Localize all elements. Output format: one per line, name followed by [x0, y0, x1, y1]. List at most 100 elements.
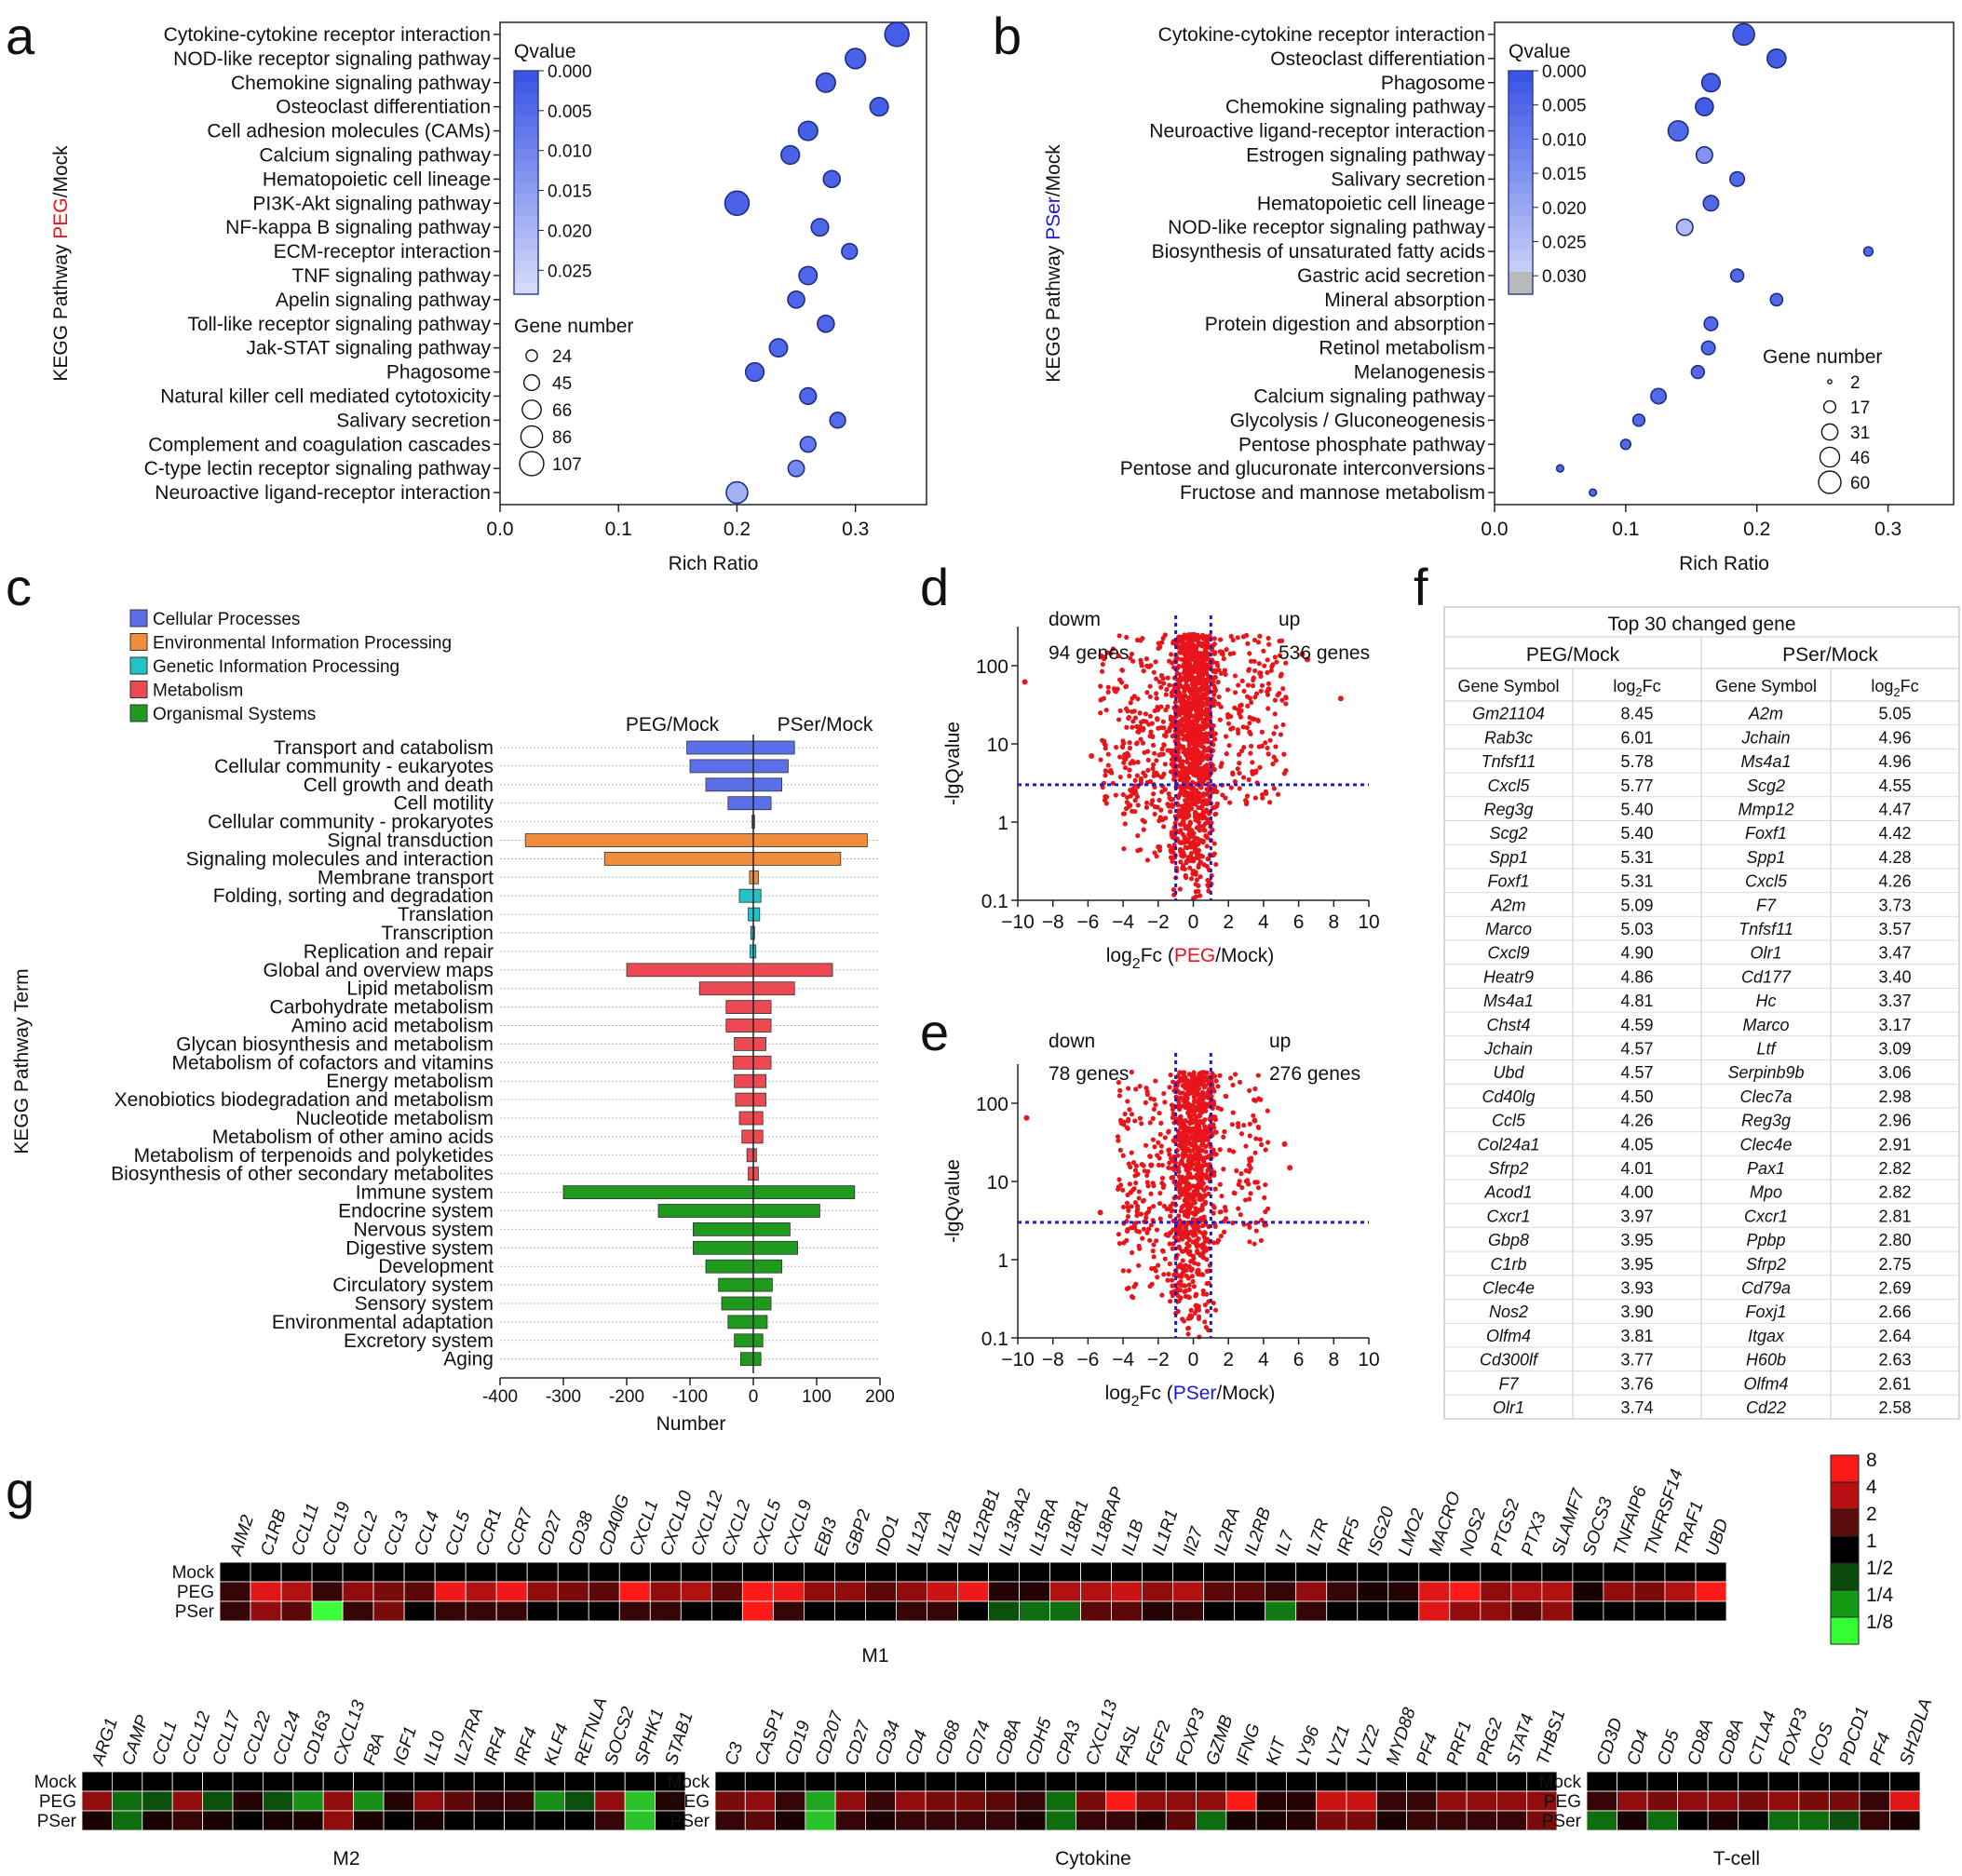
volcano-point — [1116, 1138, 1121, 1143]
heatmap-cell — [250, 1581, 282, 1602]
legend-label: Cellular Processes — [153, 610, 300, 629]
volcano-point — [1134, 773, 1140, 778]
gene-label: CCL1 — [149, 1719, 182, 1768]
volcano-point — [1199, 700, 1206, 706]
volcano-point — [1170, 1138, 1176, 1143]
heatmap-cell — [219, 1581, 251, 1602]
volcano-point — [1263, 1147, 1268, 1153]
volcano-point — [1218, 670, 1224, 676]
volcano-point — [1180, 1258, 1185, 1263]
volcano-point — [1150, 1115, 1156, 1121]
volcano-point — [1206, 797, 1212, 803]
volcano-point — [1265, 657, 1270, 663]
volcano-point — [1200, 1249, 1206, 1256]
heatmap-cell — [618, 1600, 651, 1622]
outlier-point — [1097, 1209, 1103, 1216]
legend-swatch — [129, 633, 148, 651]
volcano-point — [1150, 762, 1157, 767]
heatmap-cell — [495, 1600, 528, 1622]
volcano-point — [1263, 1208, 1268, 1215]
volcano-point — [1143, 773, 1148, 778]
heatmap-cell — [473, 1771, 506, 1792]
volcano-point — [1194, 1222, 1199, 1228]
volcano-point — [1199, 672, 1205, 679]
volcano-point — [1267, 737, 1273, 743]
bar-pser — [752, 1222, 791, 1236]
volcano-point — [1183, 844, 1188, 850]
volcano-point — [1143, 656, 1150, 662]
volcano-point — [1186, 1186, 1193, 1192]
volcano-point — [1148, 1191, 1154, 1196]
heatmap-cell — [1496, 1771, 1528, 1792]
volcano-point — [1130, 658, 1136, 664]
volcano-point — [1256, 661, 1262, 667]
heatmap-cell — [1203, 1581, 1236, 1602]
volcano-point — [1129, 651, 1135, 657]
volcano-point — [1232, 690, 1238, 695]
volcano-point — [1191, 793, 1197, 799]
qvalue-gradient-step — [1509, 82, 1533, 94]
qvalue-gradient-step — [514, 205, 538, 217]
log2fc-cell: 2.66 — [1878, 1302, 1911, 1321]
x-tick-label: 200 — [865, 1387, 895, 1407]
volcano-point — [1210, 790, 1215, 795]
category-label: Folding, sorting and degradation — [213, 885, 494, 907]
heatmap-cell — [1135, 1810, 1167, 1831]
log2fc-cell: 3.97 — [1620, 1207, 1653, 1225]
volcano-point — [1223, 1216, 1229, 1221]
volcano-point — [1174, 670, 1180, 676]
y-tick-label: 1 — [997, 813, 1008, 834]
volcano-point — [1232, 778, 1238, 785]
volcano-point — [1199, 1147, 1205, 1154]
volcano-point — [1182, 1209, 1187, 1215]
volcano-point — [1197, 1113, 1202, 1118]
heatmap-cell — [434, 1581, 467, 1602]
volcano-point — [1206, 857, 1211, 862]
volcano-point — [1262, 663, 1267, 668]
category-label: Amino acid metabolism — [291, 1016, 494, 1037]
volcano-point — [1148, 1222, 1154, 1228]
pathway-label: Mineral absorption — [1324, 290, 1485, 311]
gene-symbol-cell: Cd79a — [1741, 1279, 1791, 1298]
volcano-point — [1159, 1162, 1165, 1168]
volcano-point — [1210, 827, 1215, 833]
volcano-point — [1187, 668, 1193, 673]
heatmap-cell — [1767, 1810, 1800, 1831]
volcano-point — [1191, 1284, 1197, 1289]
header-sub: 2 — [1635, 685, 1642, 699]
heatmap-cell — [834, 1790, 866, 1812]
volcano-point — [1202, 1238, 1208, 1244]
heatmap-cell — [1510, 1561, 1543, 1583]
qvalue-gradient-step — [514, 71, 538, 83]
volcano-point — [1181, 822, 1186, 828]
volcano-point — [1225, 721, 1232, 726]
heatmap-cell — [434, 1561, 467, 1583]
volcano-point — [1132, 788, 1138, 794]
x-label-part: log — [1105, 1383, 1131, 1404]
volcano-point — [1195, 1248, 1200, 1254]
heatmap-cell — [1196, 1810, 1227, 1831]
plot-frame — [499, 21, 927, 506]
volcano-point — [1202, 763, 1208, 770]
volcano-point — [1172, 767, 1178, 773]
category-label: Aging — [443, 1349, 494, 1370]
gene-label: C3 — [722, 1740, 748, 1768]
volcano-point — [1283, 660, 1289, 666]
volcano-point — [1252, 637, 1258, 643]
heatmap-cell — [594, 1790, 626, 1812]
heatmap-cell — [985, 1810, 1017, 1831]
volcano-point — [1136, 1262, 1142, 1268]
volcano-point — [1177, 792, 1183, 798]
volcano-point — [1161, 1090, 1167, 1097]
volcano-point — [1203, 1172, 1209, 1178]
volcano-point — [1169, 652, 1174, 657]
volcano-point — [1188, 754, 1195, 760]
category-label: Membrane transport — [318, 867, 494, 888]
volcano-point — [1200, 1222, 1206, 1229]
bar-peg — [741, 1129, 754, 1144]
volcano-point — [1190, 1217, 1196, 1222]
gene-symbol-cell: Ltf — [1756, 1040, 1777, 1059]
data-point — [841, 242, 859, 261]
volcano-point — [1218, 763, 1224, 769]
volcano-point — [1272, 711, 1278, 717]
